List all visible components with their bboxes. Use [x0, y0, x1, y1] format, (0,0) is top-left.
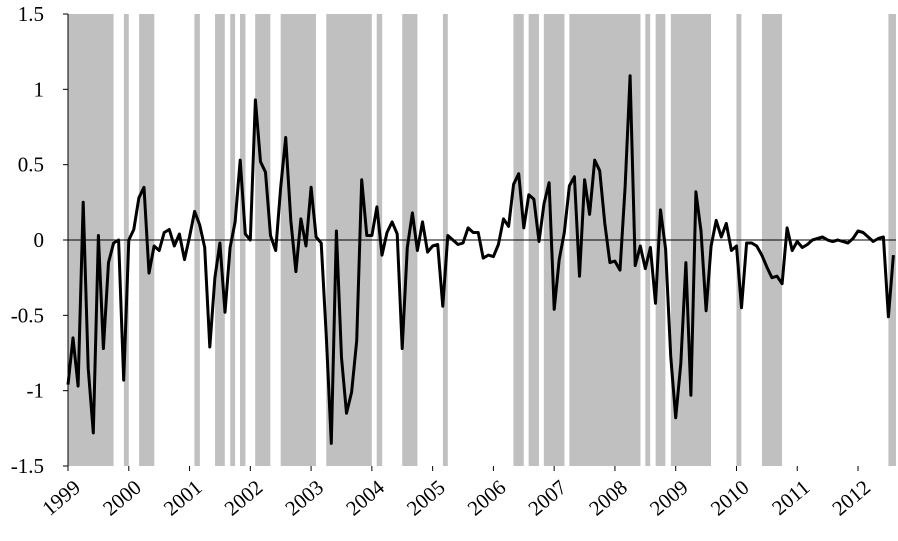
y-tick-label-3: 0 [34, 228, 45, 252]
y-tick-label-4: -0.5 [11, 303, 44, 327]
x-tick-label-1: 2000 [98, 475, 146, 520]
x-tick-label-8: 2007 [524, 475, 572, 520]
x-tick-label-6: 2005 [402, 475, 450, 520]
series-line-0 [66, 74, 895, 445]
x-tick-label-11: 2010 [706, 475, 754, 520]
x-tick-label-12: 2011 [767, 475, 814, 520]
y-tick-label-2: 0.5 [18, 153, 44, 177]
series-layer [66, 74, 895, 445]
x-tick-label-13: 2012 [827, 475, 875, 520]
x-tick-label-4: 2003 [280, 475, 328, 520]
x-tick-label-7: 2006 [463, 475, 511, 520]
x-tick-label-3: 2002 [220, 475, 268, 520]
y-tick-labels: 1.5 1 0.5 0 -0.5 -1 -1.5 [11, 2, 44, 478]
y-tick-label-0: 1.5 [18, 2, 44, 26]
y-tick-label-6: -1.5 [11, 454, 44, 478]
x-tick-label-10: 2009 [645, 475, 693, 520]
y-tick-label-1: 1 [34, 77, 45, 101]
x-tick-label-9: 2008 [584, 475, 632, 520]
axes [63, 13, 896, 471]
x-tick-label-2: 2001 [159, 475, 207, 520]
x-tick-label-0: 1999 [37, 475, 85, 520]
x-tick-label-5: 2004 [341, 475, 389, 521]
y-tick-label-5: -1 [27, 379, 45, 403]
x-tick-labels: 1999 2000 2001 2002 2003 2004 2005 2006 2007 2008… [37, 475, 875, 521]
